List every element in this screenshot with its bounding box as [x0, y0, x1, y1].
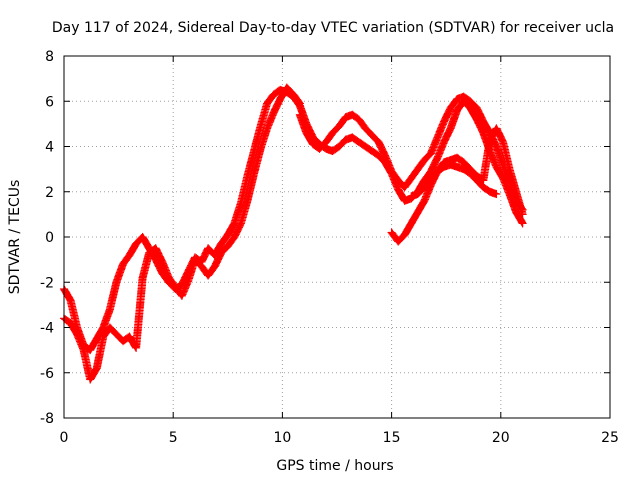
x-tick-label: 0: [60, 430, 69, 446]
y-tick-label: -6: [40, 366, 54, 382]
y-tick-label: -8: [40, 411, 54, 427]
axis-ticks: 0 5 10 15 20 25 -8 -6 -4 -2 0 2 4 6 8: [40, 49, 619, 446]
y-tick-label: -2: [40, 275, 54, 291]
y-tick-label: 6: [45, 94, 54, 110]
y-tick-label: 8: [45, 49, 54, 65]
y-tick-label: 2: [45, 185, 54, 201]
x-tick-label: 20: [492, 430, 510, 446]
series-track-4-markers: [295, 97, 527, 228]
y-tick-label: -4: [40, 321, 54, 337]
y-tick-label: 0: [45, 230, 54, 246]
x-tick-label: 15: [383, 430, 401, 446]
data-series: [59, 83, 527, 384]
x-axis-label: GPS time / hours: [276, 458, 393, 474]
y-tick-label: 4: [45, 140, 54, 156]
chart-title: Day 117 of 2024, Sidereal Day-to-day VTE…: [52, 20, 614, 36]
x-tick-label: 10: [273, 430, 291, 446]
x-tick-label: 5: [169, 430, 178, 446]
x-tick-label: 25: [601, 430, 619, 446]
series-track-6-markers: [407, 160, 501, 201]
y-axis-label: SDTVAR / TECUs: [7, 180, 23, 295]
